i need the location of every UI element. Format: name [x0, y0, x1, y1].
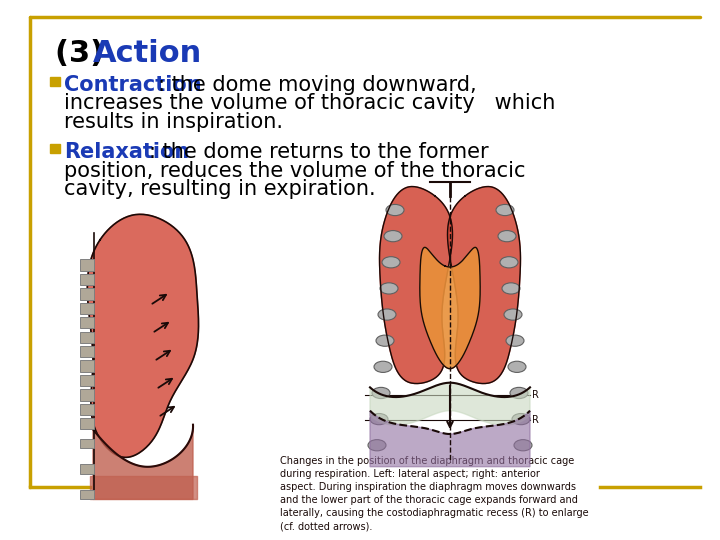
FancyBboxPatch shape	[50, 77, 60, 86]
Text: cavity, resulting in expiration.: cavity, resulting in expiration.	[64, 179, 376, 199]
Ellipse shape	[374, 361, 392, 373]
Bar	[80, 404, 94, 415]
Polygon shape	[370, 383, 530, 425]
Polygon shape	[87, 214, 199, 457]
Text: increases the volume of thoracic cavity   which: increases the volume of thoracic cavity …	[64, 93, 555, 113]
Ellipse shape	[500, 256, 518, 268]
Text: R: R	[532, 415, 539, 425]
Ellipse shape	[376, 335, 394, 346]
Bar	[80, 346, 94, 357]
Polygon shape	[93, 424, 193, 500]
Ellipse shape	[368, 440, 386, 451]
Text: Changes in the position of the diaphragm and thoracic cage
during respiration. L: Changes in the position of the diaphragm…	[280, 456, 589, 531]
Text: Relaxation: Relaxation	[64, 142, 189, 162]
Bar	[80, 332, 94, 343]
Text: (3): (3)	[55, 39, 114, 68]
Ellipse shape	[384, 231, 402, 242]
Bar	[80, 464, 94, 474]
Bar	[80, 303, 94, 314]
Ellipse shape	[504, 309, 522, 320]
Bar	[80, 274, 94, 285]
Text: Contraction: Contraction	[64, 75, 202, 94]
Ellipse shape	[510, 387, 528, 399]
Ellipse shape	[514, 440, 532, 451]
Ellipse shape	[378, 309, 396, 320]
Bar	[80, 418, 94, 429]
FancyBboxPatch shape	[50, 144, 60, 153]
Ellipse shape	[512, 414, 530, 424]
Polygon shape	[420, 247, 480, 369]
Polygon shape	[370, 411, 530, 467]
Bar	[80, 260, 94, 271]
Polygon shape	[379, 186, 452, 383]
Bar	[80, 288, 94, 300]
Polygon shape	[448, 186, 521, 383]
Ellipse shape	[386, 205, 404, 215]
Text: : the dome returns to the former: : the dome returns to the former	[149, 142, 489, 162]
Text: Action: Action	[93, 39, 202, 68]
Bar	[80, 317, 94, 328]
Bar	[80, 361, 94, 372]
Ellipse shape	[372, 387, 390, 399]
Text: : the dome moving downward,: : the dome moving downward,	[158, 75, 476, 94]
Ellipse shape	[370, 414, 388, 424]
Bar	[80, 375, 94, 386]
Text: results in inspiration.: results in inspiration.	[64, 112, 283, 132]
Ellipse shape	[380, 283, 398, 294]
Ellipse shape	[382, 256, 400, 268]
Ellipse shape	[508, 361, 526, 373]
Ellipse shape	[506, 335, 524, 346]
Text: R: R	[532, 390, 539, 400]
Ellipse shape	[496, 205, 514, 215]
Ellipse shape	[498, 231, 516, 242]
Bar	[80, 389, 94, 401]
Text: position, reduces the volume of the thoracic: position, reduces the volume of the thor…	[64, 160, 526, 180]
Bar	[80, 438, 94, 448]
Bar	[80, 490, 94, 500]
Ellipse shape	[502, 283, 520, 294]
